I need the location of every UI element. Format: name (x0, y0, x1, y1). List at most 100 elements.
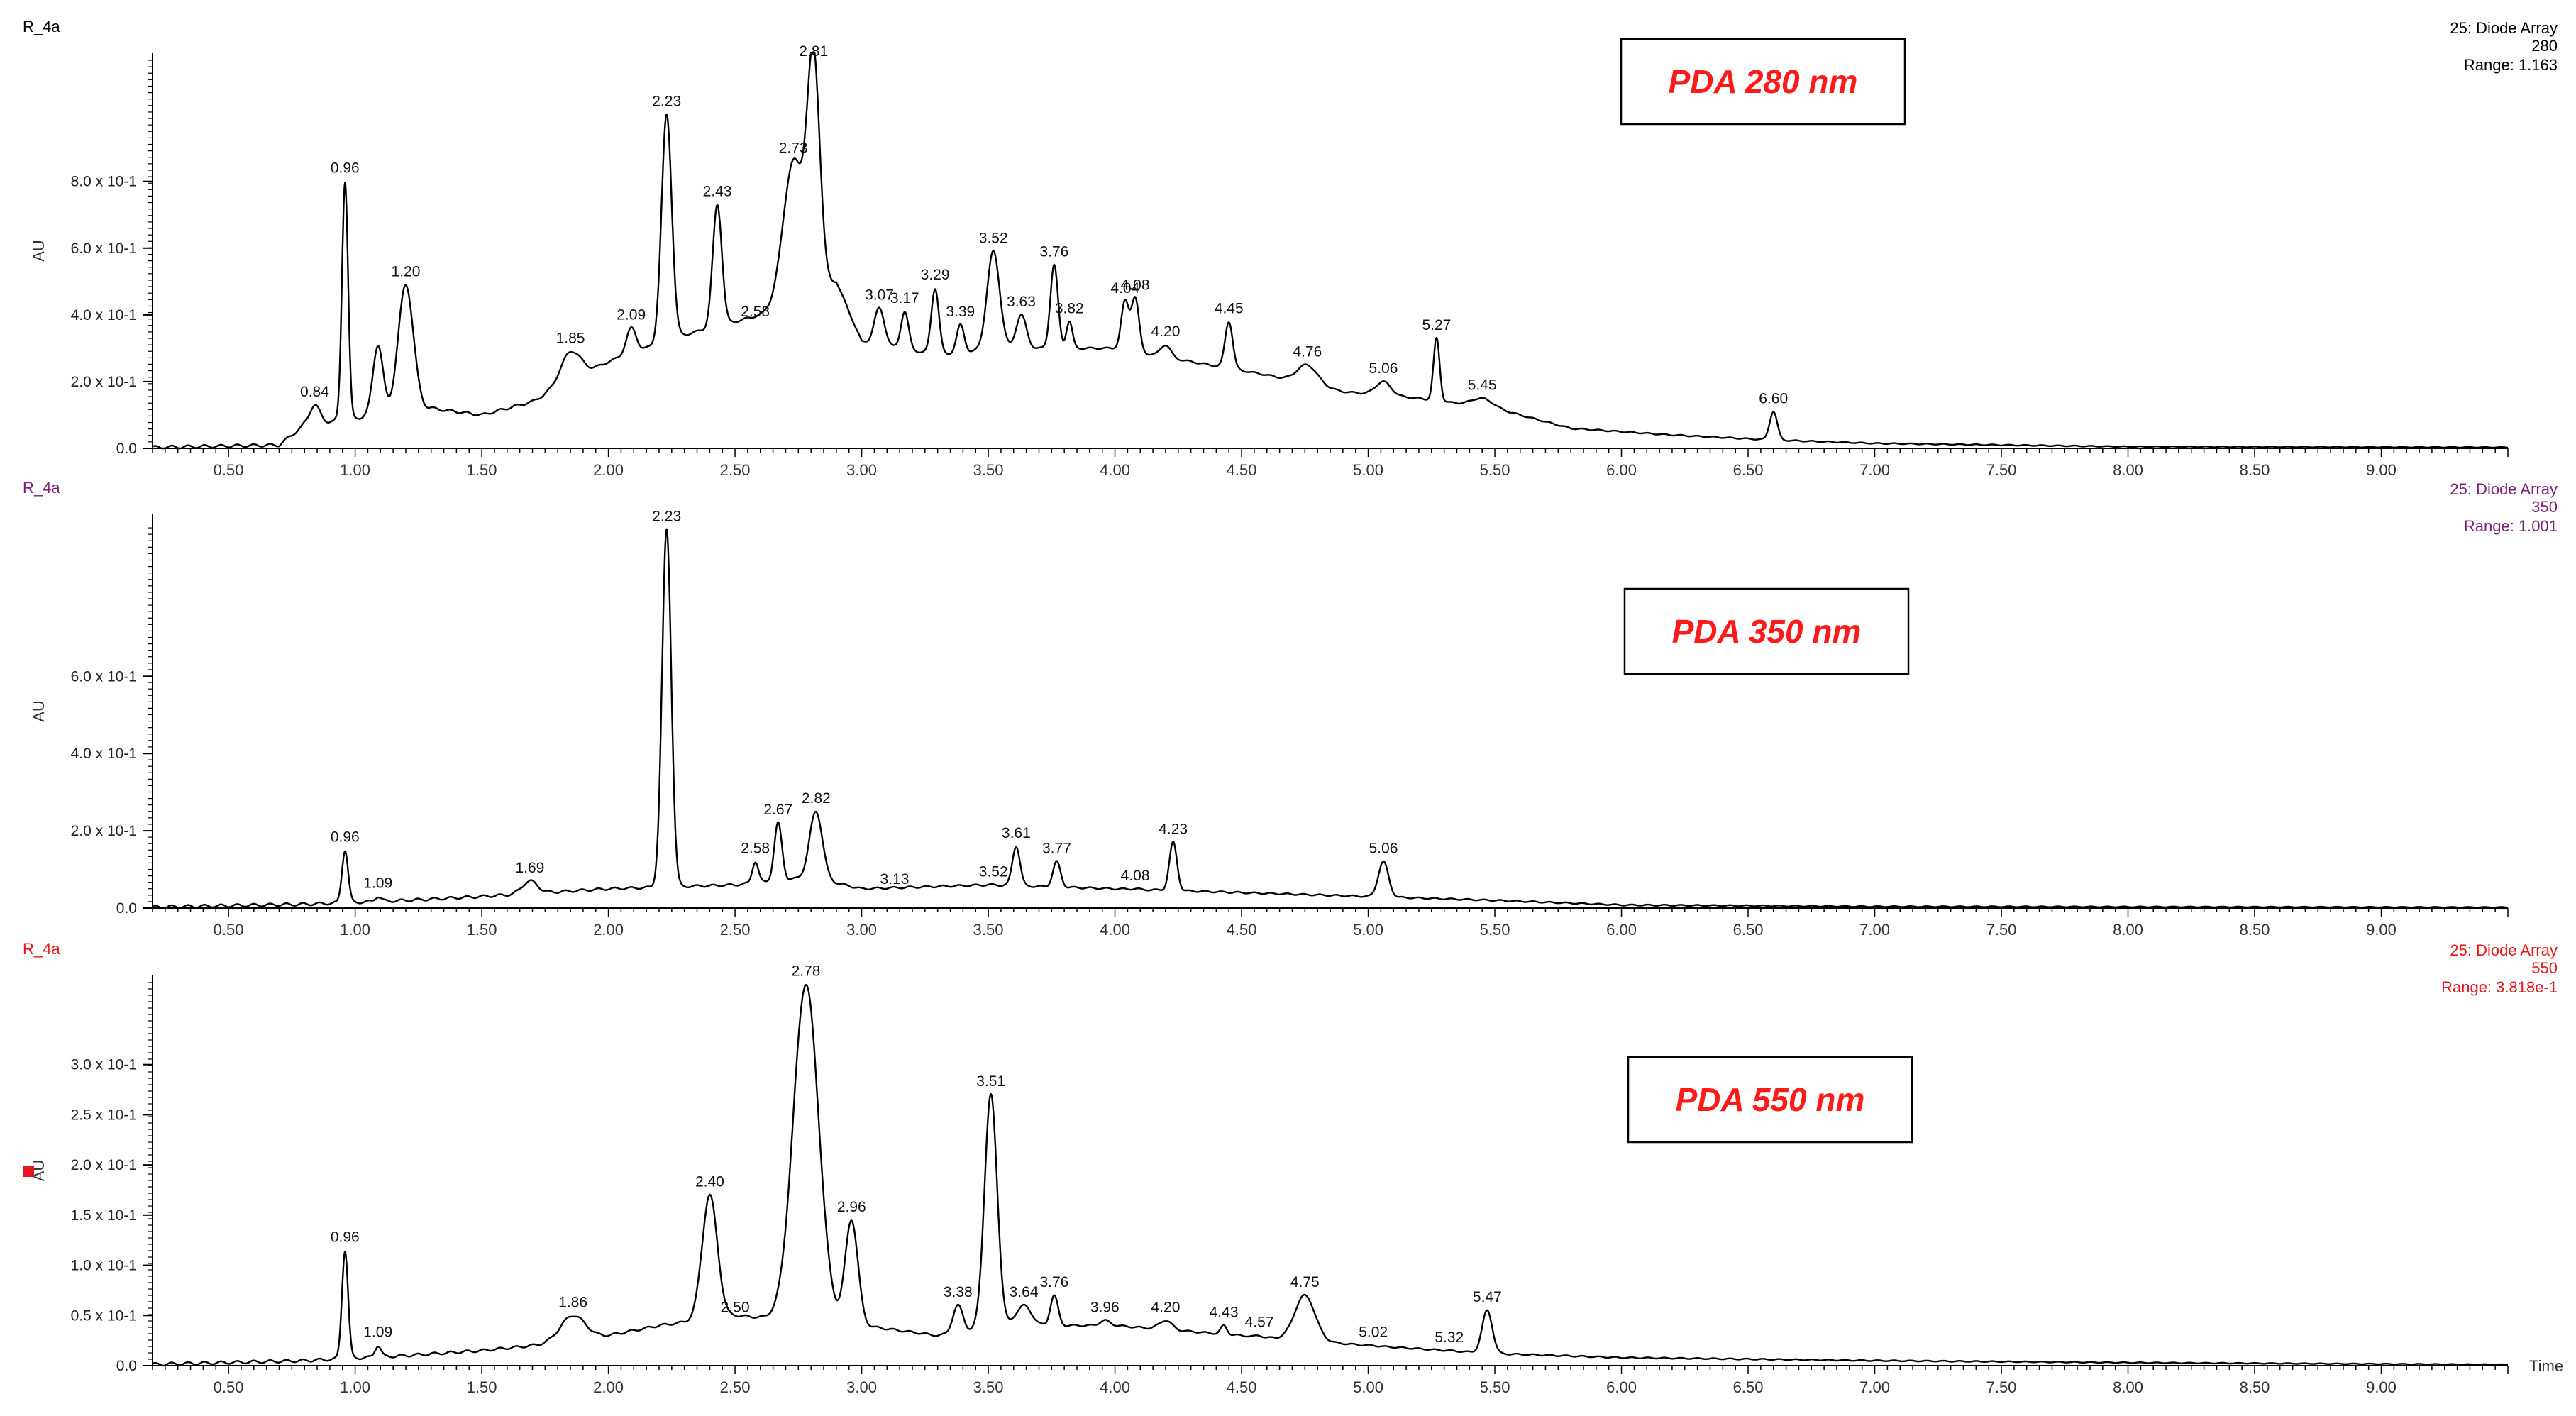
peak-label: 4.08 (1121, 277, 1150, 293)
peak-label: 3.76 (1039, 1274, 1068, 1290)
chromatogram-trace (152, 528, 2509, 909)
peak-label: 2.23 (652, 94, 681, 110)
peak-label: 5.06 (1369, 360, 1398, 377)
peak-label: 1.85 (556, 331, 585, 347)
peak-label: 0.96 (331, 160, 360, 177)
peak-label: 5.06 (1369, 841, 1398, 857)
peak-label: 2.40 (695, 1174, 724, 1190)
x-tick-label: 9.00 (2366, 1378, 2397, 1396)
wavelength-label: 550 (2531, 959, 2558, 977)
peak-label: 3.82 (1055, 300, 1084, 316)
y-tick-label: 2.5 x 10-1 (71, 1107, 137, 1123)
chromatogram-trace (152, 51, 2509, 450)
marker-icon (23, 1166, 34, 1177)
wavelength-label: 350 (2531, 498, 2558, 516)
peak-label: 3.63 (1007, 294, 1036, 310)
peak-label: 2.23 (652, 508, 681, 524)
x-tick-label: 7.50 (1986, 1378, 2017, 1396)
detector-label: 25: Diode Array (2450, 480, 2558, 498)
peak-label: 6.60 (1759, 390, 1788, 406)
peak-label: 1.09 (363, 1324, 392, 1341)
y-tick-label: 2.0 x 10-1 (71, 374, 137, 390)
x-tick-label: 1.50 (467, 921, 497, 939)
x-tick-label: 6.00 (1606, 1378, 1637, 1396)
x-tick-label: 8.50 (2240, 1378, 2270, 1396)
x-tick-label: 7.00 (1859, 921, 1890, 939)
pda-box (1623, 587, 1910, 675)
x-tick-label: 4.00 (1100, 1378, 1130, 1396)
sample-name: R_4a (23, 940, 60, 958)
x-tick-label: 3.50 (973, 921, 1004, 939)
peak-label: 5.47 (1473, 1289, 1502, 1305)
y-tick-label: 0.0 (116, 441, 137, 457)
peak-label: 0.96 (331, 829, 360, 845)
x-tick-label: 2.00 (593, 461, 624, 479)
y-tick-label: 6.0 x 10-1 (71, 668, 137, 685)
x-tick-label: 7.50 (1986, 461, 2017, 479)
peak-label: 5.27 (1422, 317, 1451, 333)
pda-box (1620, 38, 1906, 126)
y-tick-label: 0.0 (116, 900, 137, 917)
x-tick-label: 4.50 (1227, 1378, 1257, 1396)
peak-label: 2.50 (721, 1299, 750, 1315)
x-tick-label: 3.50 (973, 1378, 1004, 1396)
x-tick-label: 3.00 (846, 1378, 877, 1396)
x-tick-label: 4.50 (1227, 921, 1257, 939)
x-tick-label: 7.50 (1986, 921, 2017, 939)
x-tick-label: 0.50 (214, 1378, 244, 1396)
x-tick-label: 5.50 (1480, 921, 1510, 939)
peak-label: 2.58 (741, 841, 770, 857)
x-tick-label: 1.50 (467, 461, 497, 479)
peak-label: 4.08 (1121, 868, 1150, 884)
peak-label: 5.32 (1435, 1329, 1464, 1346)
y-tick-label: 2.0 x 10-1 (71, 1157, 137, 1173)
x-tick-label: 2.50 (720, 1378, 751, 1396)
peak-label: 3.38 (944, 1284, 973, 1300)
x-tick-label: 7.00 (1859, 461, 1890, 479)
peak-label: 2.73 (779, 140, 808, 157)
wavelength-label: 280 (2531, 37, 2558, 55)
peak-label: 3.29 (921, 267, 950, 283)
y-axis-label: AU (30, 240, 48, 262)
x-tick-label: 0.50 (214, 461, 244, 479)
peak-label: 3.17 (890, 290, 919, 306)
x-tick-label: 0.50 (214, 921, 244, 939)
range-label: Range: 3.818e-1 (2441, 978, 2558, 996)
x-tick-label: 2.50 (720, 461, 751, 479)
x-tick-label: 1.00 (340, 921, 370, 939)
peak-label: 3.96 (1090, 1299, 1120, 1315)
x-tick-label: 5.00 (1353, 461, 1383, 479)
x-tick-label: 5.50 (1480, 1378, 1510, 1396)
peak-label: 3.39 (946, 304, 975, 320)
x-tick-label: 5.00 (1353, 1378, 1383, 1396)
x-tick-label: 8.50 (2240, 921, 2270, 939)
detector-label: 25: Diode Array (2450, 941, 2558, 959)
y-tick-label: 3.0 x 10-1 (71, 1057, 137, 1073)
peak-label: 0.84 (300, 384, 329, 400)
range-label: Range: 1.163 (2464, 56, 2558, 74)
peak-label: 2.81 (799, 43, 828, 60)
y-tick-label: 6.0 x 10-1 (71, 240, 137, 257)
x-tick-label: 8.00 (2113, 1378, 2143, 1396)
x-axis-label: Time (2529, 1357, 2563, 1375)
peak-label: 2.82 (802, 790, 831, 807)
x-tick-label: 4.50 (1227, 461, 1257, 479)
x-tick-label: 6.50 (1733, 921, 1764, 939)
detector-label: 25: Diode Array (2450, 19, 2558, 37)
peak-label: 5.45 (1468, 377, 1497, 393)
peak-label: 4.75 (1290, 1274, 1320, 1290)
y-tick-label: 0.0 (116, 1358, 137, 1374)
x-tick-label: 8.50 (2240, 461, 2270, 479)
peak-label: 0.96 (331, 1229, 360, 1245)
x-tick-label: 4.00 (1100, 921, 1130, 939)
peak-label: 2.78 (792, 963, 821, 980)
sample-name: R_4a (23, 479, 60, 497)
range-label: Range: 1.001 (2464, 517, 2558, 535)
x-tick-label: 7.00 (1859, 1378, 1890, 1396)
peak-label: 3.52 (979, 231, 1008, 247)
peak-label: 5.02 (1359, 1324, 1388, 1341)
x-tick-label: 5.50 (1480, 461, 1510, 479)
peak-label: 2.96 (837, 1199, 866, 1215)
